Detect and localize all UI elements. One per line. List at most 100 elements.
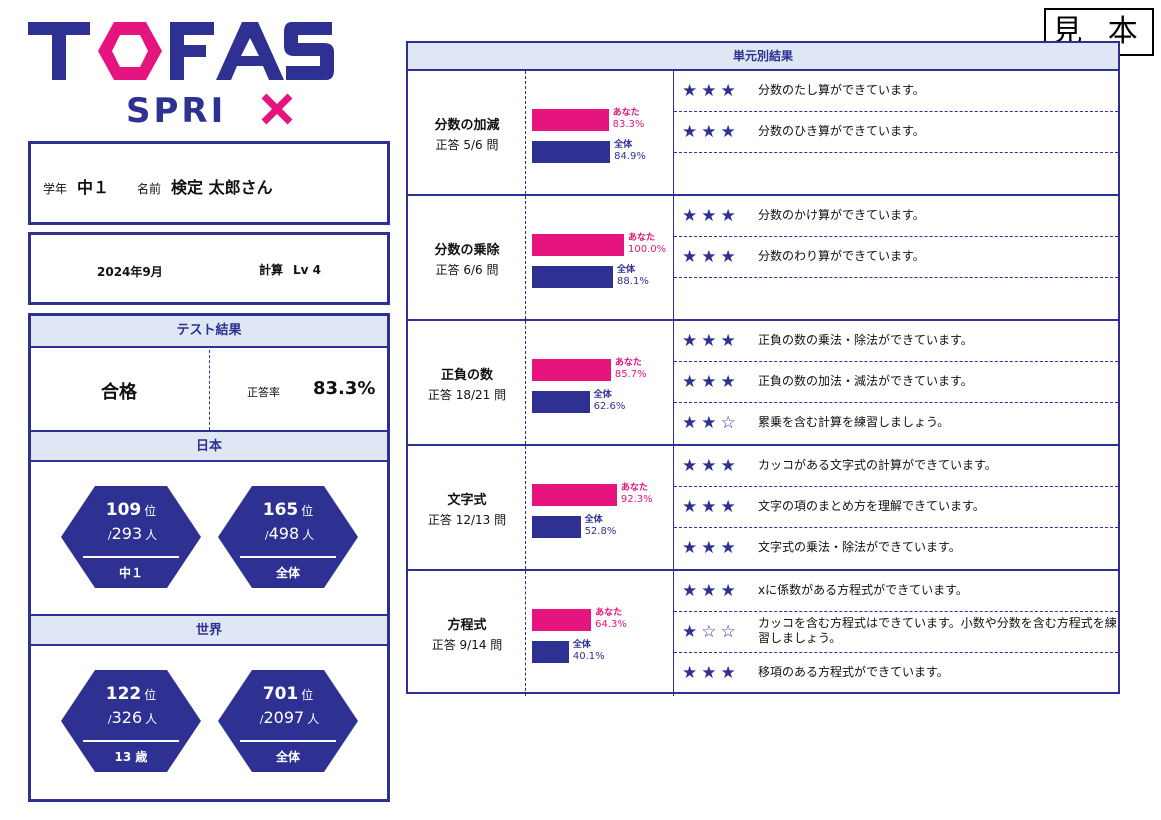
rank-group-label: 全体 [275,566,300,580]
all-label: 全体 [593,390,612,400]
comment-text: 分数のたし算ができています。 [758,83,925,97]
unit-name-cell: 分数の加減 正答 5/6 問 [408,71,526,194]
overall-score-bar [532,641,569,663]
divider [209,350,210,430]
unit-results-header: 単元別結果 [408,43,1118,71]
comment-text: 分数のかけ算ができています。 [758,208,925,222]
slash: / [107,529,112,542]
your-score-value: 83.3% [612,119,645,130]
world-header: 世界 [31,614,387,646]
unit-name: 文字式 [447,493,487,508]
unit-score: 正答 12/13 問 [427,513,507,527]
comment-row: ★★★ xに係数がある方程式ができています。 [674,571,1118,612]
grade-label: 学年 [43,182,68,196]
overall-score-bar [532,391,590,413]
comment-row: ★★★ 分数のわり算ができています。 [674,237,1118,278]
rank-value: 122 [105,684,142,704]
correct-rate-label: 正答率 [247,386,280,399]
unit-comments-cell: ★★★ 分数のかけ算ができています。 ★★★ 分数のわり算ができています。 [674,196,1118,319]
test-result-header: テスト結果 [31,316,387,348]
comment-text: 累乗を含む計算を練習しましょう。 [758,415,950,429]
rank-line: 165 位 [218,500,358,520]
unit-section: 分数の乗除 正答 6/6 問 あなた 100.0% 全体 88.1% ★★★ 分数のかけ算がで… [408,196,1118,321]
overall-score-value: 52.8% [584,526,617,537]
total-line: /2097 人 [218,708,358,727]
total-value: 2097 [263,708,305,727]
hexagon-shape [218,670,358,772]
comment-row: ★★★ 分数のたし算ができています。 [674,71,1118,112]
name-label: 名前 [137,182,162,196]
rank-divider [83,740,179,742]
rank-line: 109 位 [61,500,201,520]
you-label: あなた [620,483,648,493]
rank-divider [240,556,336,558]
comment-text: 文字式の乗法・除法ができています。 [758,540,961,554]
unit-name: 正負の数 [440,368,493,383]
star-rating: ★☆☆ [682,622,740,642]
star-rating: ★★★ [682,206,740,226]
your-score-bar [532,359,611,381]
overall-score-label: 全体 40.1% [573,639,605,663]
unit-name-cell: 分数の乗除 正答 6/6 問 [408,196,526,319]
your-score-bar [532,109,609,131]
rank-line: 701 位 [218,684,358,704]
unit-name: 分数の加減 [434,118,500,133]
total-unit: 人 [307,712,320,726]
rank-value: 165 [262,500,299,520]
rank-group-label: 13 歳 [114,750,148,764]
rank-line: 122 位 [61,684,201,704]
unit-results-table: 単元別結果 分数の加減 正答 5/6 問あなた 83.3% 全体 84.9% ★★★ 分数の… [406,41,1120,696]
unit-section: 方程式正答 9/14 問 あなた 64.3% 全体 40.1% ★★★ xに係数がある方程式… [408,571,1118,696]
hexagon-shape [61,486,201,588]
total-unit: 人 [145,528,158,542]
total-value: 498 [268,524,300,543]
correct-rate-value: 83.3% [313,378,376,399]
all-label: 全体 [614,140,633,150]
overall-score-label: 全体 84.9% [614,139,646,163]
star-rating: ★★★ [682,663,740,683]
comment-row: ★★★ 分数のかけ算ができています。 [674,196,1118,237]
comment-row: ★★☆ 累乗を含む計算を練習しましょう。 [674,403,1118,444]
unit-section: 文字式 正答 12/13 問あなた 92.3% 全体 52.8% ★★★ カッコがある文字式… [408,446,1118,571]
rank-group-label: 中１ [118,566,143,580]
all-label: 全体 [617,265,636,275]
your-score-label: あなた 85.7% [615,357,647,381]
total-line: /326 人 [61,708,201,727]
you-label: あなた [595,608,623,618]
star-rating: ★★★ [682,456,740,476]
star-rating: ★★★ [682,497,740,517]
overall-score-label: 全体 62.6% [594,389,626,413]
unit-bar-cell: あなた 85.7% 全体 62.6% [526,321,674,444]
tofas-sprix-logo: SPRI [28,18,390,131]
comment-row: ★★★ 分数のひき算ができています。 [674,112,1118,153]
unit-comments-cell: ★★★ 正負の数の乗法・除法ができています。 ★★★ 正負の数の加法・減法ができていま… [674,321,1118,444]
unit-comments-cell: ★★★ xに係数がある方程式ができています。 ★☆☆ カッコを含む方程式はできています… [674,571,1118,696]
comment-row: ★★★ 正負の数の乗法・除法ができています。 [674,321,1118,362]
overall-score-bar [532,516,581,538]
unit-score: 正答 18/21 問 [427,388,507,402]
unit-name: 方程式 [447,618,487,633]
rank-group-label: 全体 [275,750,300,764]
comment-row [674,153,1118,194]
comment-row: ★★★ 文字の項のまとめ方を理解できています。 [674,487,1118,528]
overall-score-bar [532,266,614,288]
exam-subject: 計算 Lv 4 [259,261,321,278]
overall-score-label: 全体 88.1% [617,264,649,288]
you-label: あなた [614,358,642,368]
unit-section: 正負の数正答 18/21 問 あなた 85.7% 全体 62.6% ★★★ 正負の数の乗法・… [408,321,1118,446]
total-value: 293 [111,524,143,543]
subject-name: 計算 [259,263,284,277]
you-label: あなた [628,233,656,243]
comment-text: 分数のひき算ができています。 [758,124,925,138]
your-score-value: 100.0% [628,244,667,255]
total-unit: 人 [302,528,315,542]
unit-score: 正答 6/6 問 [435,263,499,277]
star-rating: ★★★ [682,247,740,267]
unit-name-cell: 正負の数正答 18/21 問 [408,321,526,444]
your-score-bar [532,234,624,256]
comment-row [674,278,1118,319]
unit-name-cell: 方程式正答 9/14 問 [408,571,526,696]
unit-score: 正答 9/14 問 [431,638,503,652]
comment-row: ★★★ 正負の数の加法・減法ができています。 [674,362,1118,403]
your-score-label: あなた 64.3% [595,607,627,631]
